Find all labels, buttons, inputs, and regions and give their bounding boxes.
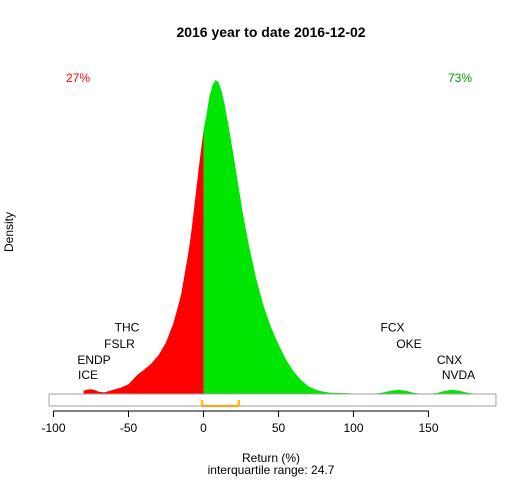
annotation-endp: ENDP [77,353,110,367]
x-tick-label: -100 [41,421,65,435]
chart-title: 2016 year to date 2016-12-02 [176,24,365,40]
percent-negative-label: 27% [66,71,90,85]
negative-density-area [83,130,204,394]
x-tick-label: 50 [272,421,286,435]
annotation-fslr: FSLR [104,337,135,351]
annotation-thc: THC [115,321,140,335]
x-tick-label: 150 [418,421,438,435]
x-tick-label: -50 [120,421,138,435]
annotation-nvda: NVDA [442,368,475,382]
annotation-oke: OKE [396,337,421,351]
x-tick-label: 100 [343,421,363,435]
x-axis: -100 -50 0 50 100 150 [41,410,439,435]
annotation-cnx: CNX [437,353,462,367]
x-tick-label: 0 [200,421,207,435]
y-axis-label: Density [2,212,16,252]
annotation-fcx: FCX [381,321,405,335]
iqr-bracket [200,400,240,408]
annotation-ice: ICE [78,368,98,382]
positive-density-area [203,80,474,394]
percent-positive-label: 73% [448,71,472,85]
x-axis-label: Return (%) [242,451,300,465]
iqr-note: interquartile range: 24.7 [208,463,335,477]
